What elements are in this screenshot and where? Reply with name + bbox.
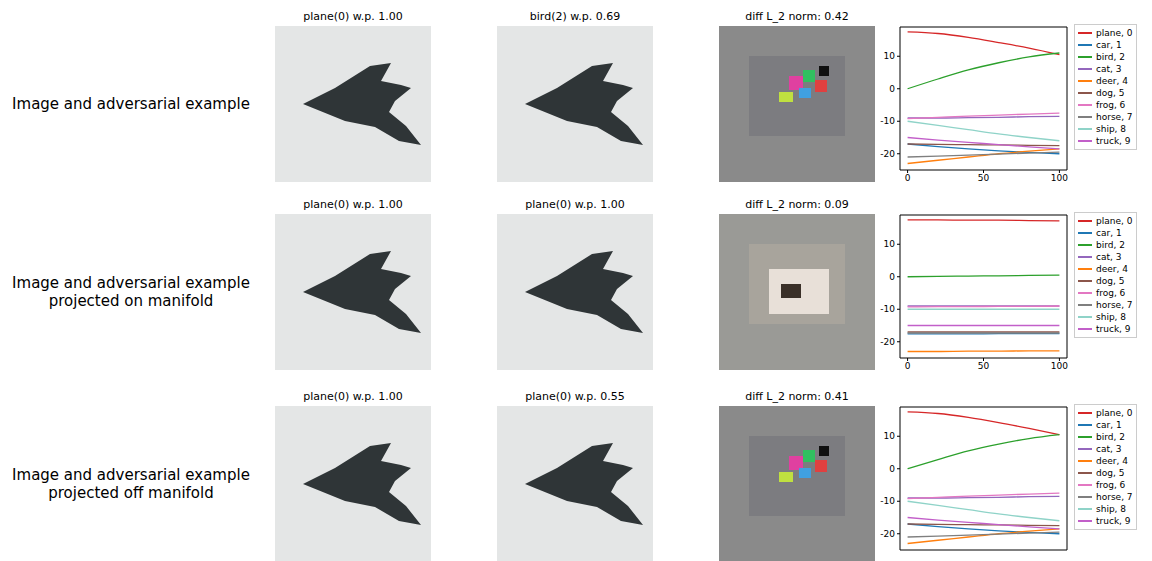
html-text:horse, 7: horse, 7	[1096, 300, 1133, 310]
html-text:truck, 9: truck, 9	[1096, 136, 1131, 146]
svg-text:100: 100	[1051, 173, 1068, 183]
html-text:frog, 6: frog, 6	[1096, 480, 1126, 490]
svg-text:0: 0	[905, 173, 911, 183]
html-text:diff L_2 norm: 0.42: diff L_2 norm: 0.42	[745, 10, 849, 23]
html-text:ship, 8: ship, 8	[1096, 312, 1127, 322]
html-text:plane, 0: plane, 0	[1096, 408, 1133, 418]
html-text:truck, 9: truck, 9	[1096, 324, 1131, 334]
html-text:bird, 2: bird, 2	[1096, 240, 1125, 250]
svg-text:10: 10	[884, 431, 896, 441]
html-text:dog, 5: dog, 5	[1096, 276, 1125, 286]
html-text:Image and adversarial example: Image and adversarial example	[12, 466, 250, 484]
html-text:plane(0) w.p. 1.00: plane(0) w.p. 1.00	[525, 198, 625, 211]
html-text:projected off manifold: projected off manifold	[48, 484, 214, 502]
html-text:bird, 2: bird, 2	[1096, 432, 1125, 442]
html-text:bird(2) w.p. 0.69: bird(2) w.p. 0.69	[529, 10, 621, 23]
svg-text:50: 50	[978, 361, 990, 371]
html-text:plane, 0: plane, 0	[1096, 216, 1133, 226]
html-text:dog, 5: dog, 5	[1096, 468, 1125, 478]
html-text:truck, 9: truck, 9	[1096, 516, 1131, 526]
svg-text:0: 0	[889, 464, 895, 474]
html-text:diff L_2 norm: 0.41: diff L_2 norm: 0.41	[745, 390, 849, 403]
html-text:plane(0) w.p. 1.00: plane(0) w.p. 1.00	[303, 198, 403, 211]
html-text:car, 1: car, 1	[1096, 420, 1122, 430]
html-text:horse, 7: horse, 7	[1096, 492, 1133, 502]
html-text:cat, 3: cat, 3	[1096, 64, 1122, 74]
html-text:cat, 3: cat, 3	[1096, 252, 1122, 262]
html-text:car, 1: car, 1	[1096, 40, 1122, 50]
svg-text:100: 100	[1051, 361, 1068, 371]
html-text:bird, 2: bird, 2	[1096, 52, 1125, 62]
svg-text:-10: -10	[880, 496, 895, 506]
svg-text:50: 50	[978, 173, 990, 183]
svg-text:-20: -20	[880, 149, 895, 159]
svg-text:-10: -10	[880, 304, 895, 314]
html-text:plane(0) w.p. 0.55: plane(0) w.p. 0.55	[525, 390, 625, 403]
html-text:Image and adversarial example: Image and adversarial example	[12, 95, 250, 113]
html-text:ship, 8: ship, 8	[1096, 504, 1127, 514]
html-text:frog, 6: frog, 6	[1096, 100, 1126, 110]
html-text:frog, 6: frog, 6	[1096, 288, 1126, 298]
html-text:car, 1: car, 1	[1096, 228, 1122, 238]
html-text:cat, 3: cat, 3	[1096, 444, 1122, 454]
html-text:plane(0) w.p. 1.00: plane(0) w.p. 1.00	[303, 390, 403, 403]
svg-text:-10: -10	[880, 116, 895, 126]
html-text:horse, 7: horse, 7	[1096, 112, 1133, 122]
svg-text:0: 0	[889, 272, 895, 282]
html-text:Image and adversarial example: Image and adversarial example	[12, 274, 250, 292]
html-text:deer, 4: deer, 4	[1096, 76, 1128, 86]
html-text:projected on manifold: projected on manifold	[48, 292, 214, 310]
svg-text:-20: -20	[880, 529, 895, 539]
html-text:plane(0) w.p. 1.00: plane(0) w.p. 1.00	[303, 10, 403, 23]
html-text:diff L_2 norm: 0.09: diff L_2 norm: 0.09	[745, 198, 849, 211]
svg-text:0: 0	[905, 361, 911, 371]
html-text:deer, 4: deer, 4	[1096, 264, 1128, 274]
svg-text:10: 10	[884, 51, 896, 61]
html-text:plane, 0: plane, 0	[1096, 28, 1133, 38]
html-text:dog, 5: dog, 5	[1096, 88, 1125, 98]
html-text:ship, 8: ship, 8	[1096, 124, 1127, 134]
svg-text:0: 0	[889, 84, 895, 94]
html-text:deer, 4: deer, 4	[1096, 456, 1128, 466]
svg-text:10: 10	[884, 239, 896, 249]
svg-text:-20: -20	[880, 337, 895, 347]
